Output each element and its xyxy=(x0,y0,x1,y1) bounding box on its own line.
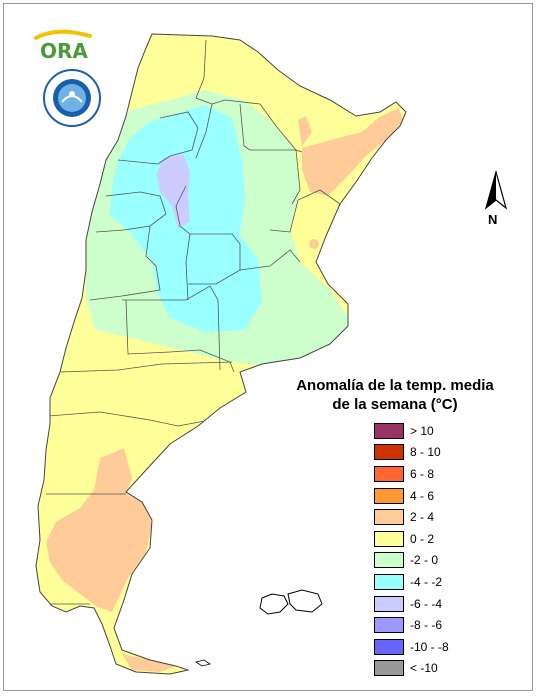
malvinas-islands xyxy=(259,589,323,615)
svg-text:ORA: ORA xyxy=(40,39,88,63)
legend-label: -10 - -8 xyxy=(410,639,449,654)
legend-item: 2 - 4 xyxy=(374,506,449,528)
legend-swatch xyxy=(374,660,404,677)
legend-swatch xyxy=(374,638,404,655)
zone-minus6-minus4 xyxy=(157,154,190,228)
zone-2-4-tierra-del-fuego xyxy=(122,654,176,672)
legend-item: -4 - -2 xyxy=(374,571,449,593)
legend-title-line-2: de la semana (°C) xyxy=(332,396,458,413)
legend-item: 6 - 8 xyxy=(374,463,449,485)
north-arrow-icon xyxy=(484,170,508,210)
legend-label: > 10 xyxy=(410,423,434,438)
legend-label: 6 - 8 xyxy=(410,466,435,481)
legend-swatch xyxy=(374,530,404,547)
legend-label: 4 - 6 xyxy=(410,488,435,503)
isla-de-los-estados xyxy=(195,659,211,667)
legend-item: 8 - 10 xyxy=(374,442,449,464)
legend-swatch xyxy=(374,444,404,461)
legend-item: -2 - 0 xyxy=(374,550,449,572)
legend-swatch xyxy=(374,552,404,569)
legend-swatch xyxy=(374,487,404,504)
country-outline xyxy=(35,33,407,675)
legend-label: -2 - 0 xyxy=(410,553,439,568)
legend-item: < -10 xyxy=(374,658,449,680)
map-frame xyxy=(3,3,533,691)
legend-item: 4 - 6 xyxy=(374,485,449,507)
zone-2-4-spot xyxy=(309,239,319,249)
legend-item: -8 - -6 xyxy=(374,614,449,636)
legend-label: 2 - 4 xyxy=(410,510,435,525)
province-borders xyxy=(40,39,341,605)
legend-item: -10 - -8 xyxy=(374,636,449,658)
legend-swatch xyxy=(374,617,404,634)
legend: > 10 8 - 10 6 - 8 4 - 6 2 - 4 0 - 2 -2 -… xyxy=(374,420,449,679)
legend-label: 0 - 2 xyxy=(410,531,435,546)
zone-2-4-north-small xyxy=(298,116,312,146)
zone-2-4-northeast xyxy=(302,108,404,196)
zone-2-4-patagonia xyxy=(46,448,152,612)
legend-label: -8 - -6 xyxy=(410,618,443,633)
legend-swatch xyxy=(374,509,404,526)
legend-item: -6 - -4 xyxy=(374,593,449,615)
legend-title-line-1: Anomalía de la temp. media xyxy=(296,377,494,394)
legend-swatch xyxy=(374,595,404,612)
legend-swatch xyxy=(374,573,404,590)
legend-label: 8 - 10 xyxy=(410,445,441,460)
ora-logo: ORA xyxy=(34,29,92,63)
smn-seal-logo xyxy=(43,69,101,127)
legend-swatch xyxy=(374,465,404,482)
legend-label: < -10 xyxy=(410,661,438,676)
legend-swatch xyxy=(374,422,404,439)
legend-label: -4 - -2 xyxy=(410,574,443,589)
legend-label: -6 - -4 xyxy=(410,596,443,611)
legend-item: 0 - 2 xyxy=(374,528,449,550)
north-label: N xyxy=(488,212,498,227)
legend-title: Anomalía de la temp. media de la semana … xyxy=(290,376,500,414)
legend-item: > 10 xyxy=(374,420,449,442)
